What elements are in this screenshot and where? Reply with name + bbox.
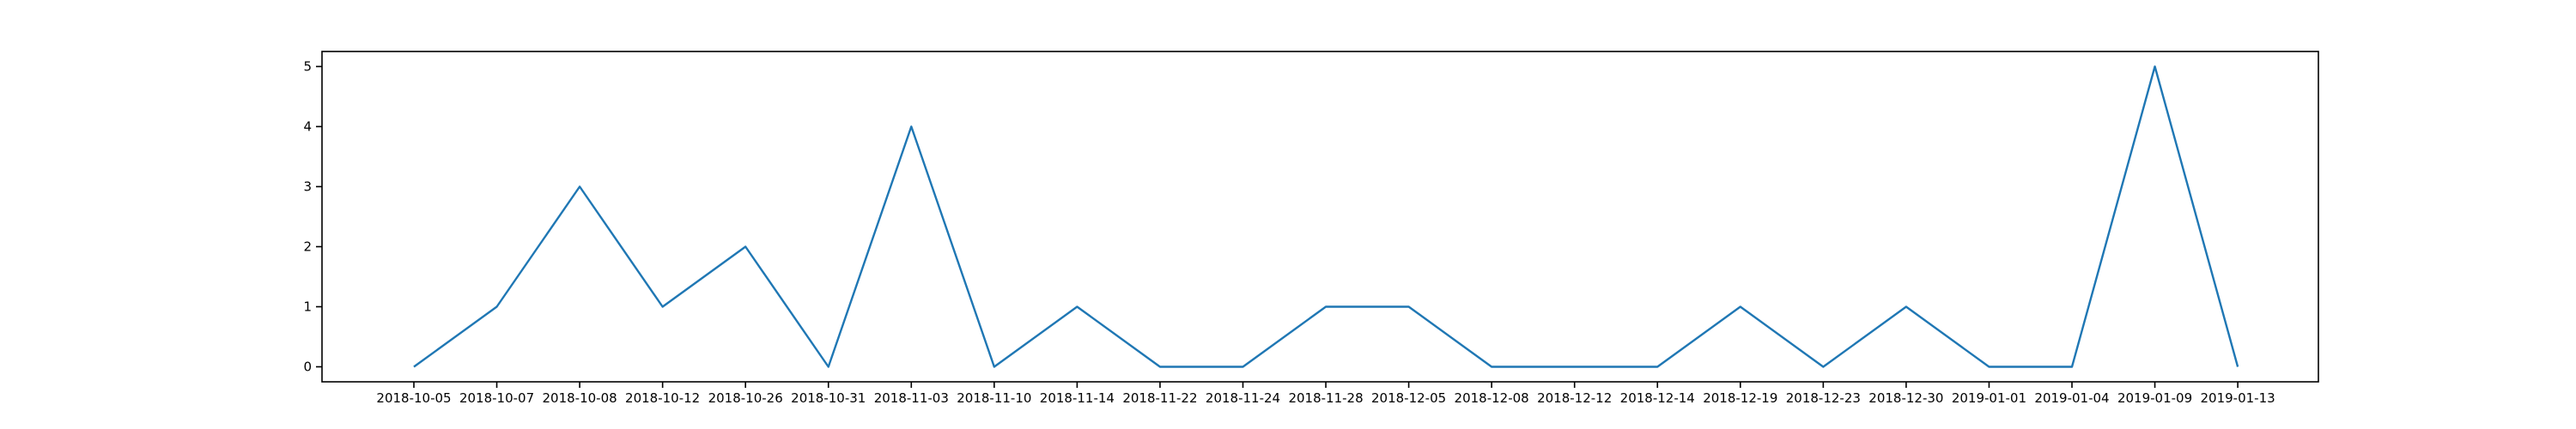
- x-tick-label: 2018-10-31: [791, 390, 866, 406]
- x-tick-label: 2019-01-04: [2034, 390, 2109, 406]
- y-tick-label: 4: [303, 119, 312, 135]
- x-tick-label: 2018-10-07: [459, 390, 534, 406]
- x-tick-label: 2018-10-12: [625, 390, 700, 406]
- x-tick-label: 2018-11-28: [1288, 390, 1363, 406]
- x-tick-label: 2018-12-05: [1371, 390, 1446, 406]
- x-tick-label: 2018-12-19: [1703, 390, 1777, 406]
- x-tick-label: 2018-11-10: [957, 390, 1031, 406]
- x-tick-label: 2018-10-08: [543, 390, 617, 406]
- x-tick-label: 2018-10-26: [708, 390, 783, 406]
- axis-ticks: 2018-10-05 2018-10-07 2018-10-08 2018-10-12…: [303, 59, 2275, 407]
- x-tick-label: 2019-01-01: [1952, 390, 2026, 406]
- x-tick-label: 2018-11-14: [1040, 390, 1115, 406]
- y-tick-label: 2: [303, 239, 312, 255]
- x-tick-label: 2018-12-23: [1786, 390, 1861, 406]
- x-tick-label: 2019-01-09: [2117, 390, 2192, 406]
- y-tick-label: 5: [303, 59, 312, 75]
- y-tick-label: 3: [303, 179, 312, 195]
- series-line: [413, 65, 2239, 368]
- x-tick-label: 2018-11-03: [874, 390, 949, 406]
- x-tick-label: 2019-01-13: [2201, 390, 2275, 406]
- x-tick-label: 2018-12-14: [1620, 390, 1695, 406]
- x-tick-label: 2018-11-22: [1122, 390, 1197, 406]
- y-tick-label: 0: [303, 360, 312, 375]
- x-tick-label: 2018-12-12: [1537, 390, 1612, 406]
- x-tick-label: 2018-11-24: [1206, 390, 1280, 406]
- x-tick-label: 2018-10-05: [376, 390, 451, 406]
- plot-area: [322, 51, 2318, 382]
- plot-frame: [321, 51, 2319, 383]
- x-tick-label: 2018-12-30: [1868, 390, 1943, 406]
- x-tick-label: 2018-12-08: [1455, 390, 1529, 406]
- y-tick-label: 1: [303, 299, 312, 315]
